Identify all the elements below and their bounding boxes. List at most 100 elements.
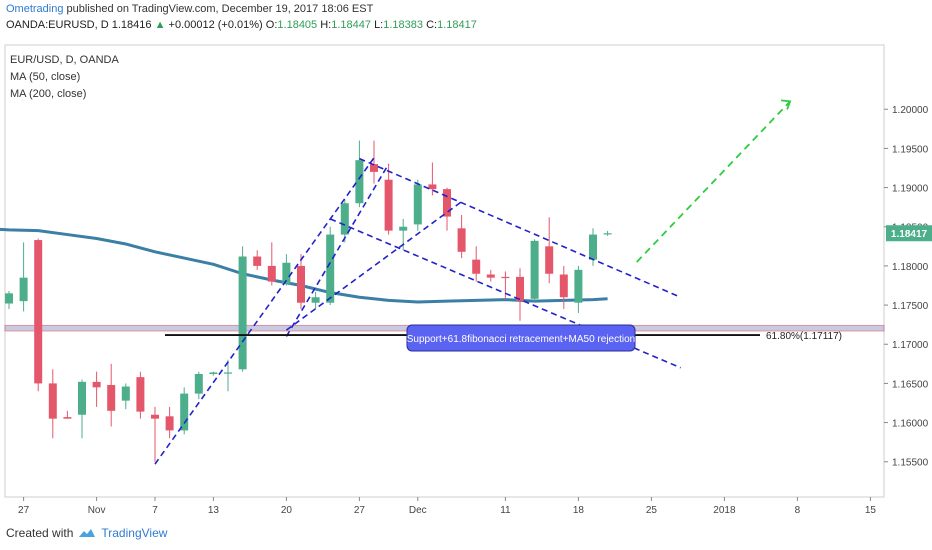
y-tick-label: 1.20000 bbox=[892, 105, 929, 116]
candle-body bbox=[589, 234, 597, 260]
candle-body bbox=[326, 234, 335, 303]
x-tick-label: Nov bbox=[88, 505, 106, 516]
candle-body bbox=[472, 259, 481, 274]
candle-body bbox=[180, 393, 189, 431]
y-tick-label: 1.18000 bbox=[892, 262, 929, 273]
candle-body bbox=[370, 164, 378, 172]
candle bbox=[311, 291, 320, 309]
candle bbox=[238, 246, 247, 372]
candle bbox=[165, 406, 174, 439]
symbol-label: OANDA:EURUSD, D bbox=[6, 19, 109, 31]
legend-ma200: MA (200, close) bbox=[10, 88, 87, 100]
candle-body bbox=[355, 160, 364, 204]
candle bbox=[384, 164, 393, 235]
candle-body bbox=[384, 179, 393, 231]
x-tick-label: 25 bbox=[646, 505, 658, 516]
candle bbox=[574, 265, 583, 313]
candle-body bbox=[501, 276, 510, 279]
last-price: 1.18416 bbox=[111, 19, 152, 31]
candle-body bbox=[297, 265, 305, 303]
candle-body bbox=[530, 240, 539, 299]
y-tick-label: 1.17500 bbox=[892, 301, 929, 312]
candle-body bbox=[603, 233, 612, 235]
candle bbox=[107, 363, 116, 427]
plot-frame bbox=[4, 44, 885, 498]
candle bbox=[428, 162, 437, 196]
candle bbox=[501, 271, 510, 300]
x-tick-label: 27 bbox=[354, 505, 366, 516]
created-with-label: Created with bbox=[6, 526, 74, 540]
candle-body bbox=[121, 386, 130, 401]
annotation-box bbox=[406, 324, 636, 352]
candle-body bbox=[428, 184, 437, 190]
open-label: O: bbox=[265, 19, 278, 31]
candle-body bbox=[19, 277, 28, 302]
candle bbox=[603, 230, 612, 236]
candle-body bbox=[34, 240, 43, 384]
candle-body bbox=[194, 374, 203, 394]
candle bbox=[194, 371, 203, 400]
candle bbox=[151, 406, 159, 462]
candle-body bbox=[253, 256, 262, 266]
candle bbox=[19, 242, 28, 312]
price-badge-label: 1.18417 bbox=[891, 229, 928, 240]
candle-body bbox=[311, 297, 320, 303]
candle bbox=[340, 199, 349, 243]
up-arrow-icon: ▲ bbox=[154, 19, 166, 31]
close-value: 1.18417 bbox=[437, 19, 477, 31]
candle bbox=[92, 371, 101, 407]
price-change: +0.00012 (+0.01%) bbox=[168, 19, 263, 31]
candle bbox=[530, 239, 539, 302]
candle bbox=[516, 268, 524, 321]
x-tick-label: 11 bbox=[500, 505, 511, 516]
pattern-dashed-line bbox=[154, 157, 375, 465]
tradingview-brand[interactable]: TradingView bbox=[101, 526, 168, 540]
candle-body bbox=[413, 184, 422, 225]
x-tick-label: 27 bbox=[18, 505, 30, 516]
candle-body bbox=[238, 256, 247, 370]
candle bbox=[121, 383, 130, 410]
y-tick-label: 1.16000 bbox=[892, 419, 929, 430]
candlestick-chart[interactable]: 1.200001.195001.190001.185001.180001.175… bbox=[0, 40, 932, 520]
x-tick-label: 13 bbox=[208, 505, 220, 516]
close-label: C: bbox=[426, 19, 438, 31]
x-tick-label: 8 bbox=[795, 505, 801, 516]
y-tick-label: 1.16500 bbox=[892, 379, 929, 390]
quote-header: OANDA:EURUSD, D 1.18416 ▲ +0.00012 (+0.0… bbox=[6, 19, 477, 31]
candle bbox=[180, 387, 189, 435]
candle bbox=[209, 371, 218, 376]
candle bbox=[297, 254, 305, 309]
pattern-dashed-line bbox=[359, 157, 681, 298]
x-tick-label: 20 bbox=[281, 505, 293, 516]
candle bbox=[443, 187, 451, 231]
x-tick-label: 7 bbox=[152, 505, 158, 516]
pattern-dashed-line bbox=[329, 218, 681, 369]
candle bbox=[224, 359, 232, 392]
candle-body bbox=[224, 372, 232, 374]
candle-body bbox=[516, 276, 524, 302]
candle bbox=[253, 250, 262, 270]
candle bbox=[326, 226, 335, 306]
candle bbox=[355, 140, 364, 208]
candle-body bbox=[399, 226, 408, 231]
y-tick-label: 1.15500 bbox=[892, 458, 929, 469]
x-tick-label: 15 bbox=[865, 505, 877, 516]
x-tick-label: Dec bbox=[409, 505, 427, 516]
y-tick-label: 1.17000 bbox=[892, 340, 929, 351]
publish-header: Ometrading published on TradingView.com,… bbox=[6, 3, 373, 15]
candle bbox=[545, 217, 554, 284]
y-tick-label: 1.19000 bbox=[892, 184, 929, 195]
fib-level-label: 61.80%(1.17117) bbox=[766, 331, 842, 342]
candle-body bbox=[457, 228, 466, 252]
candle-body bbox=[78, 381, 86, 415]
low-label: L: bbox=[374, 19, 384, 31]
publish-info: published on TradingView.com, December 1… bbox=[66, 3, 374, 15]
candle bbox=[48, 369, 57, 439]
candle-body bbox=[48, 383, 57, 419]
pattern-dashed-line bbox=[285, 163, 390, 337]
high-label: H: bbox=[320, 19, 332, 31]
x-tick-label: 2018 bbox=[713, 505, 736, 516]
candle bbox=[457, 214, 466, 259]
author-link[interactable]: Ometrading bbox=[6, 3, 64, 15]
